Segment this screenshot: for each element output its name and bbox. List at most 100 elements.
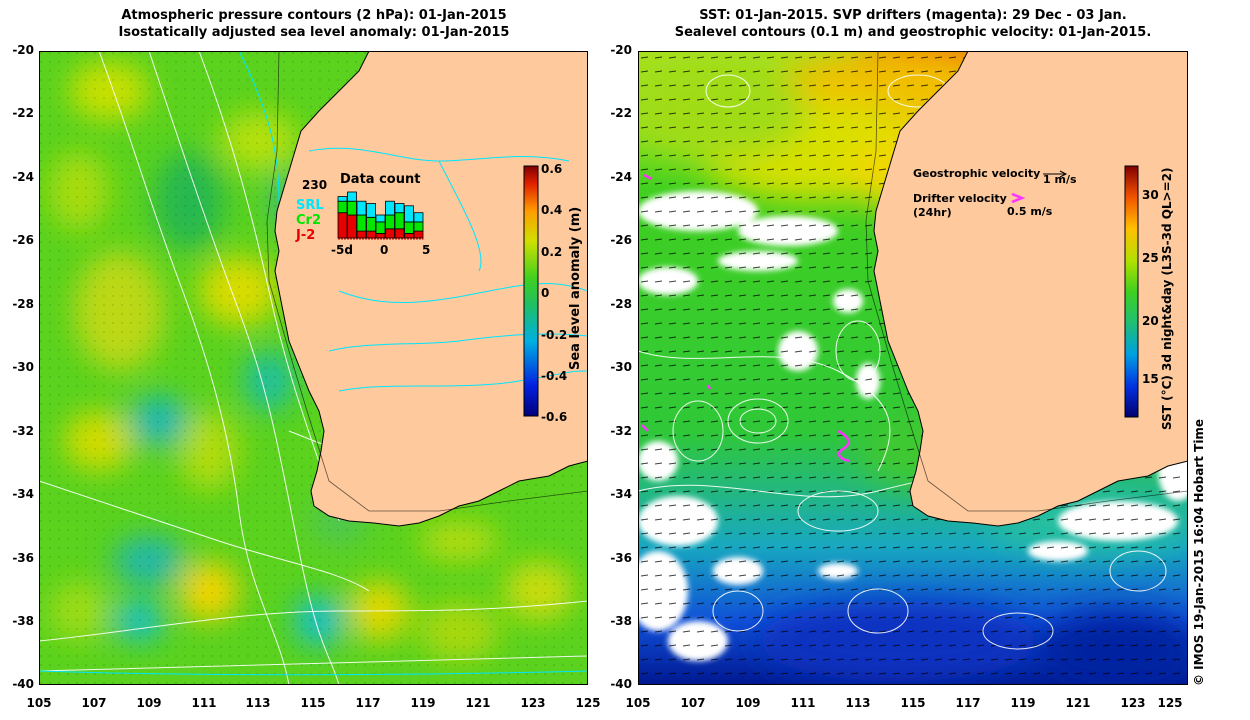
left-title-line2: Isostatically adjusted sea level anomaly…	[118, 25, 510, 40]
left-cb-tick-1: 0.6	[541, 162, 563, 176]
left-xtick: 123	[520, 696, 546, 710]
left-xtick: 125	[575, 696, 601, 710]
inset-bar-red	[404, 233, 414, 239]
drifter-tracks	[641, 173, 851, 463]
right-ytick: -30	[610, 360, 632, 374]
right-cb-tick-4: 15	[1142, 372, 1159, 386]
right-ytick: -38	[610, 614, 632, 628]
credit-text: © IMOS 19-Jan-2015 16:04 Hobart Time	[1192, 418, 1206, 686]
inset-series-cr2: Cr2	[296, 213, 321, 228]
left-cb-tick-6: -0.4	[541, 369, 568, 383]
right-title-line1: SST: 01-Jan-2015. SVP drifters (magenta)…	[699, 8, 1127, 23]
right-xtick: 123	[1120, 696, 1146, 710]
inset-bar-green	[413, 221, 424, 232]
right-xtick: 109	[735, 696, 761, 710]
left-ytick: -24	[12, 170, 34, 184]
geo-velocity-arrow	[1043, 170, 1068, 178]
inset-bar-cyan	[375, 214, 386, 223]
left-ytick: -36	[12, 551, 34, 565]
right-map	[638, 51, 1188, 685]
inset-bar-green	[347, 200, 357, 216]
right-cb-tick-1: 30	[1142, 188, 1159, 202]
inset-max-label: 230	[302, 178, 328, 192]
left-xtick: 109	[136, 696, 162, 710]
inset-bar-green	[394, 212, 405, 230]
left-cb-tick-5: -0.2	[541, 328, 568, 342]
left-map	[39, 51, 588, 685]
left-ytick: -30	[12, 360, 34, 374]
inset-bar-red	[375, 233, 386, 239]
right-xtick: 115	[900, 696, 926, 710]
right-xtick: 117	[955, 696, 981, 710]
drifter-velocity-arrow	[1011, 192, 1026, 204]
left-cb-tick-7: -0.6	[541, 410, 568, 424]
inset-bar-red	[366, 230, 376, 239]
left-ytick: -22	[12, 106, 34, 120]
right-xtick: 121	[1065, 696, 1091, 710]
left-cb-tick-2: 0.4	[541, 203, 563, 217]
left-title-line1: Atmospheric pressure contours (2 hPa): 0…	[121, 8, 507, 23]
left-ytick: -38	[12, 614, 34, 628]
shelf-line	[865, 51, 1188, 512]
left-ytick: -28	[12, 297, 34, 311]
right-ytick: -40	[610, 677, 632, 691]
right-ytick: -32	[610, 424, 632, 438]
left-xtick: 117	[355, 696, 381, 710]
right-ytick: -24	[610, 170, 632, 184]
inset-bar-cyan	[404, 205, 414, 223]
land-australia	[873, 51, 1188, 527]
land-contours	[308, 147, 588, 392]
drifter-velocity-sub: (24hr)	[913, 206, 952, 219]
left-xtick: 105	[26, 696, 52, 710]
right-ytick: -34	[610, 487, 632, 501]
right-title-line2: Sealevel contours (0.1 m) and geostrophi…	[674, 25, 1152, 40]
drifter-velocity-value: 0.5 m/s	[1007, 205, 1053, 218]
right-colorbar	[1124, 165, 1139, 418]
land-australia	[274, 51, 588, 527]
inset-bar-red	[347, 214, 357, 239]
left-ytick: -34	[12, 487, 34, 501]
left-ytick: -32	[12, 424, 34, 438]
inset-bar-red	[337, 212, 348, 239]
geo-velocity-value: 1 m/s	[1043, 173, 1077, 186]
inset-bar-green	[337, 200, 348, 214]
inset-bar-red	[356, 230, 367, 239]
right-xtick: 107	[680, 696, 706, 710]
inset-bar-red	[385, 228, 395, 239]
right-xtick: 105	[625, 696, 651, 710]
right-ytick: -26	[610, 233, 632, 247]
left-xtick: 113	[245, 696, 271, 710]
inset-xtick-3: 5	[422, 243, 431, 257]
right-ytick: -36	[610, 551, 632, 565]
inset-title: Data count	[340, 172, 421, 187]
inset-bar-cyan	[347, 191, 357, 202]
inset-bar-red	[413, 230, 424, 239]
right-colorbar-label: SST (°C) 3d night&day (L3S-3d QL>=2)	[1160, 167, 1174, 431]
inset-bar-cyan	[413, 212, 424, 223]
left-xtick: 107	[81, 696, 107, 710]
right-cb-tick-3: 20	[1142, 314, 1159, 328]
inset-bar-green	[385, 214, 395, 230]
inset-series-srl: SRL	[296, 198, 324, 213]
left-ytick: -20	[12, 43, 34, 57]
cyan-contours	[39, 51, 588, 676]
left-ytick: -26	[12, 233, 34, 247]
left-xtick: 115	[300, 696, 326, 710]
left-ytick: -40	[12, 677, 34, 691]
right-xtick: 125	[1157, 696, 1183, 710]
inset-bar-cyan	[385, 200, 395, 216]
inset-histogram	[337, 191, 424, 240]
shelf-line	[266, 51, 588, 512]
left-cb-tick-4: 0	[541, 286, 550, 300]
left-colorbar	[523, 165, 539, 417]
right-cb-tick-2: 25	[1142, 251, 1159, 265]
left-xtick: 111	[191, 696, 217, 710]
geo-velocity-label: Geostrophic velocity	[913, 167, 1041, 180]
right-ytick: -28	[610, 297, 632, 311]
drifter-velocity-label: Drifter velocity	[913, 192, 1007, 205]
inset-bar-green	[404, 221, 414, 234]
left-xtick: 119	[410, 696, 436, 710]
left-cb-tick-3: 0.2	[541, 245, 563, 259]
inset-bar-green	[356, 214, 367, 232]
inset-bar-green	[366, 216, 376, 232]
